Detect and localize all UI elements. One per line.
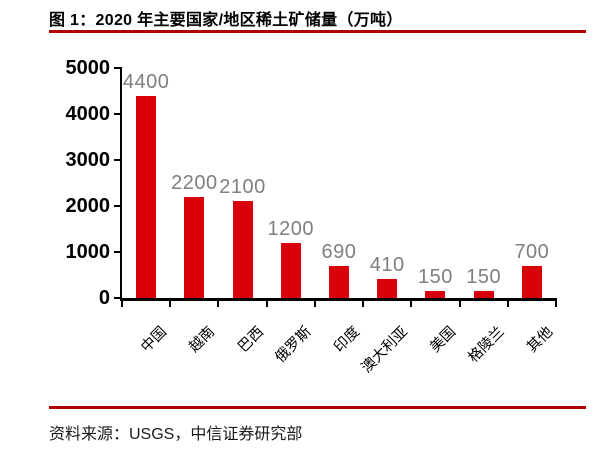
bar-格陵兰 xyxy=(473,291,494,298)
x-category-label: 俄罗斯 xyxy=(272,323,315,366)
y-axis-line xyxy=(120,67,122,300)
y-tick xyxy=(114,67,120,69)
bar-印度 xyxy=(329,266,349,298)
x-tick xyxy=(362,301,365,307)
x-tick xyxy=(410,301,413,307)
x-tick xyxy=(121,301,123,307)
x-tick xyxy=(169,301,172,307)
y-tick xyxy=(114,113,120,115)
x-category-label: 印度 xyxy=(331,323,364,356)
x-axis-line xyxy=(120,298,557,301)
y-tick-label: 2000 xyxy=(65,195,111,217)
source-note: 资料来源：USGS，中信证券研究部 xyxy=(49,426,303,443)
value-label: 150 xyxy=(466,266,502,289)
title-rule xyxy=(49,30,586,33)
x-tick xyxy=(265,301,268,307)
y-tick-label: 1000 xyxy=(65,241,111,263)
bar-其他 xyxy=(521,265,542,298)
y-tick xyxy=(114,297,120,299)
value-label: 700 xyxy=(514,240,550,263)
value-label: 2100 xyxy=(219,176,266,199)
y-tick-label: 0 xyxy=(98,287,110,309)
x-tick xyxy=(458,301,461,307)
x-category-label: 其他 xyxy=(524,323,557,356)
y-tick xyxy=(114,251,120,253)
x-tick xyxy=(217,301,220,307)
footer-rule xyxy=(49,406,586,409)
x-tick xyxy=(555,301,557,307)
x-category-label: 澳大利亚 xyxy=(359,323,412,377)
bar-澳大利亚 xyxy=(377,279,398,298)
y-tick-label: 5000 xyxy=(65,57,111,79)
y-tick xyxy=(114,159,120,161)
value-label: 2200 xyxy=(171,171,218,194)
y-tick xyxy=(114,205,120,207)
x-category-label: 巴西 xyxy=(234,323,267,356)
bar-中国 xyxy=(136,95,157,298)
x-category-label: 美国 xyxy=(427,323,460,356)
value-label: 410 xyxy=(369,254,405,277)
bar-巴西 xyxy=(232,201,253,298)
y-tick-label: 4000 xyxy=(65,103,111,125)
x-category-label: 越南 xyxy=(186,323,219,356)
value-label: 150 xyxy=(418,266,453,289)
bar-俄罗斯 xyxy=(280,242,301,298)
value-label: 690 xyxy=(321,241,357,264)
x-tick xyxy=(506,301,509,307)
bar-美国 xyxy=(425,291,446,298)
value-label: 4400 xyxy=(122,70,170,93)
bar-chart: 0 1000 2000 3000 4000 5000 4400 中国 2200 越南 2100 巴西 1… xyxy=(66,58,557,376)
bar-越南 xyxy=(184,196,205,298)
value-label: 1200 xyxy=(267,217,315,240)
x-category-label: 中国 xyxy=(138,323,171,356)
x-category-label: 格陵兰 xyxy=(465,323,508,366)
figure-title: 图 1：2020 年主要国家/地区稀土矿储量（万吨） xyxy=(49,12,403,29)
y-tick-label: 3000 xyxy=(65,149,111,171)
x-tick xyxy=(313,301,316,307)
